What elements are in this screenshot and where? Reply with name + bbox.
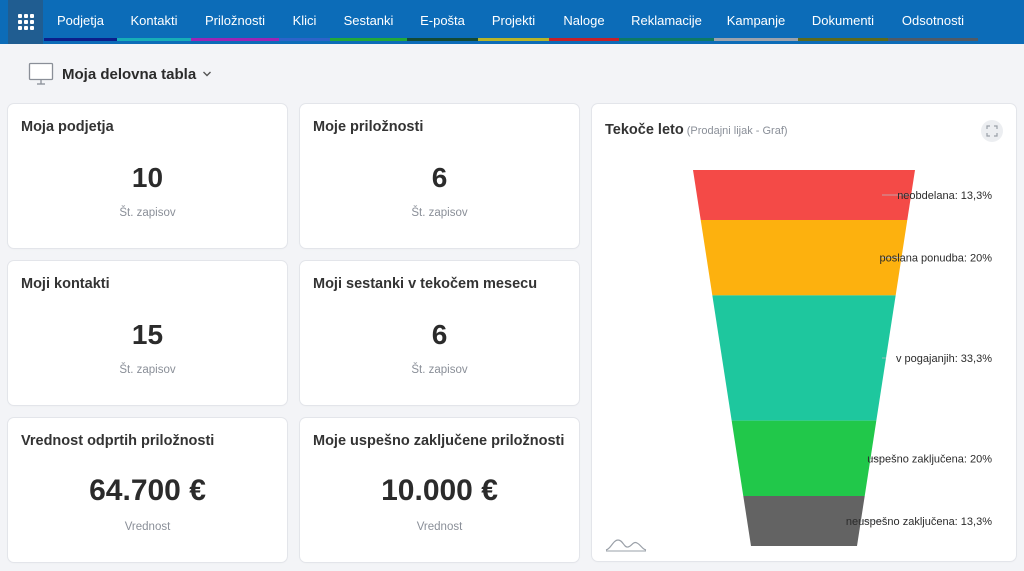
card-caption: Št. zapisov [411, 207, 468, 219]
funnel-segment[interactable] [743, 495, 865, 546]
nav-color-bar [279, 38, 330, 41]
card-moji-kontakti[interactable]: Moji kontakti 15 Št. zapisov [8, 261, 287, 405]
dashboard-selector[interactable]: Moja delovna tabla [28, 61, 212, 87]
nav-item-podjetja[interactable]: Podjetja [57, 12, 104, 28]
nav-color-bar [407, 38, 478, 41]
nav-color-bar [549, 38, 619, 41]
nav-item-projekti[interactable]: Projekti [491, 12, 536, 28]
card-value: 10 [131, 162, 164, 193]
card-caption: Vrednost [416, 521, 463, 533]
funnel-segment[interactable] [700, 220, 908, 296]
funnel-segment[interactable] [712, 295, 896, 421]
chart-subtitle: (Prodajni lijak - Graf) [686, 125, 788, 137]
nav-item-klici[interactable]: Klici [292, 12, 317, 28]
funnel-segment[interactable] [731, 420, 877, 496]
card-title: Moje priložnosti [313, 119, 424, 135]
card-value: 10.000 € [381, 474, 498, 507]
nav-color-bar [798, 38, 888, 41]
nav-color-bar [191, 38, 279, 41]
nav-item-kontakti[interactable]: Kontakti [130, 12, 178, 28]
nav-item-dokumenti[interactable]: Dokumenti [811, 12, 875, 28]
card-title: Moje uspešno zaključene priložnosti [313, 433, 565, 449]
card-caption: Vrednost [124, 521, 171, 533]
nav-item-prilo-nosti[interactable]: Priložnosti [205, 12, 265, 28]
card-moji-sestanki[interactable]: Moji sestanki v tekočem mesecu 6 Št. zap… [300, 261, 579, 405]
nav-color-bar [117, 38, 191, 41]
card-title: Vrednost odprtih priložnosti [21, 433, 215, 449]
funnel-chart: neobdelana: 13,3% poslana ponudba: 20% v p… [693, 170, 992, 546]
funnel-label: neuspešno zaključena: 13,3% [846, 516, 992, 528]
funnel-segment[interactable] [693, 170, 915, 221]
card-value: 6 [431, 319, 448, 350]
funnel-label: uspešno zaključena: 20% [867, 453, 992, 465]
nav-color-bar [330, 38, 407, 41]
apps-grid-icon [17, 14, 34, 30]
monitor-icon [28, 62, 54, 85]
card-value: 64.700 € [89, 474, 206, 507]
card-title: Moji kontakti [21, 276, 110, 292]
card-moje-priloznosti[interactable]: Moje priložnosti 6 Št. zapisov [300, 104, 579, 248]
nav-item-naloge[interactable]: Naloge [563, 12, 605, 28]
nav-color-bar [619, 38, 714, 41]
nav-item-e-po-ta[interactable]: E-pošta [420, 12, 465, 28]
card-value: 15 [131, 319, 164, 350]
card-uspesno-zakljucene-priloznosti[interactable]: Moje uspešno zaključene priložnosti 10.0… [300, 418, 579, 562]
funnel-chart-card: Tekoče leto (Prodajni lijak - Graf) neobd… [592, 104, 1016, 561]
nav-color-bar [44, 38, 117, 41]
card-title: Moji sestanki v tekočem mesecu [313, 276, 538, 292]
nav-item-reklamacije[interactable]: Reklamacije [631, 12, 702, 28]
nav-item-sestanki[interactable]: Sestanki [343, 12, 394, 28]
nav-color-bar [714, 38, 798, 41]
nav-item-odsotnosti[interactable]: Odsotnosti [901, 12, 965, 28]
expand-icon [986, 125, 998, 137]
fullscreen-button[interactable] [981, 120, 1003, 142]
funnel-header: Tekoče leto (Prodajni lijak - Graf) [605, 121, 788, 139]
chart-type-icon[interactable] [605, 536, 647, 552]
card-vrednost-odprtih-priloznosti[interactable]: Vrednost odprtih priložnosti 64.700 € Vr… [8, 418, 287, 562]
apps-menu-button[interactable] [8, 0, 43, 44]
nav-item-kampanje[interactable]: Kampanje [726, 12, 786, 28]
card-caption: Št. zapisov [119, 364, 176, 376]
card-value: 6 [431, 162, 448, 193]
top-navigation: Podjetja Kontakti Priložnosti Klici Sestanki… [0, 0, 1024, 44]
nav-color-bar [888, 38, 978, 41]
funnel-label: v pogajanjih: 33,3% [896, 353, 992, 365]
nav-color-bar [478, 38, 549, 41]
card-moja-podjetja[interactable]: Moja podjetja 10 Št. zapisov [8, 104, 287, 248]
dashboard-title: Moja delovna tabla [62, 65, 197, 83]
funnel-label: neobdelana: 13,3% [897, 190, 992, 202]
card-title: Moja podjetja [21, 119, 114, 135]
funnel-label: poslana ponudba: 20% [879, 253, 992, 265]
chart-title: Tekoče leto [605, 122, 684, 138]
chevron-down-icon [203, 71, 212, 77]
card-caption: Št. zapisov [119, 207, 176, 219]
card-caption: Št. zapisov [411, 364, 468, 376]
